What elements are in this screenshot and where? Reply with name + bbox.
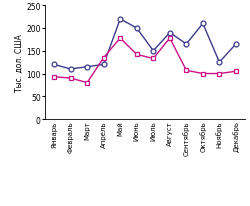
Высокостоимостная [102, 57, 105, 60]
Line: Высокостоимостная: Высокостоимостная [52, 36, 238, 86]
Высокостоимостная [86, 82, 89, 84]
Высокостоимостная [201, 73, 204, 75]
Высокостоимостная [152, 58, 155, 60]
Line: Низкостоимостная: Низкостоимостная [52, 17, 238, 72]
Низкостоимостная [234, 43, 238, 46]
Высокостоимостная [234, 71, 238, 73]
Высокостоимостная [119, 37, 122, 40]
Высокостоимостная [218, 73, 221, 75]
Низкостоимостная [52, 64, 56, 66]
Высокостоимостная [69, 77, 72, 80]
Низкостоимостная [218, 62, 221, 64]
Низкостоимостная [201, 23, 204, 26]
Низкостоимостная [102, 64, 105, 66]
Низкостоимостная [135, 28, 138, 30]
Высокостоимостная [185, 70, 188, 72]
Низкостоимостная [152, 50, 155, 53]
Y-axis label: Тыс. дол. США: Тыс. дол. США [14, 34, 24, 91]
Высокостоимостная [168, 37, 171, 40]
Низкостоимостная [86, 66, 89, 69]
Низкостоимостная [69, 68, 72, 71]
Низкостоимостная [119, 19, 122, 21]
Высокостоимостная [52, 76, 56, 78]
Низкостоимостная [185, 43, 188, 46]
Высокостоимостная [135, 54, 138, 56]
Низкостоимостная [168, 32, 171, 35]
